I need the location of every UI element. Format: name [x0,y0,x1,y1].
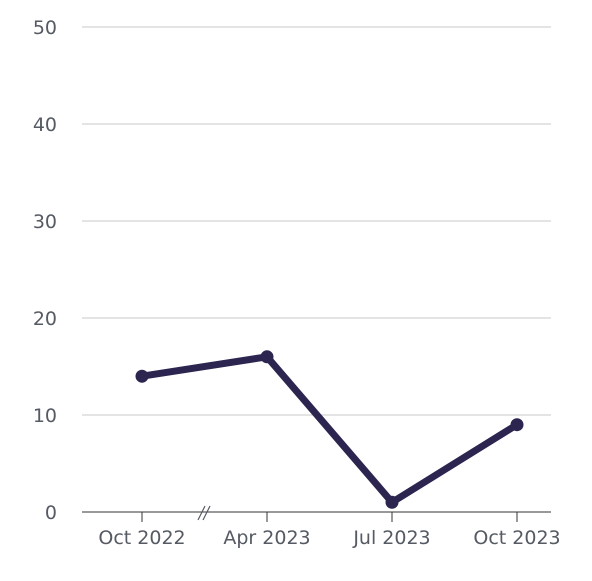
data-point[interactable] [510,418,524,432]
x-tick-label: Jul 2023 [352,527,430,549]
series-line [138,353,521,506]
x-tick-label: Apr 2023 [223,527,310,549]
data-point[interactable] [135,369,149,383]
y-tick-label: 50 [33,17,57,39]
data-point[interactable] [385,495,399,509]
y-tick-label: 40 [33,114,57,136]
x-axis: Oct 2022 Apr 2023 Jul 2023 Oct 2023 [82,505,561,549]
grid-lines [82,26,551,416]
y-axis-ticks: 0 10 20 30 40 50 [33,17,57,524]
y-tick-label: 10 [33,405,57,427]
x-tick-label: Oct 2022 [98,527,185,549]
data-point[interactable] [260,350,274,364]
y-tick-label: 0 [45,502,57,524]
y-tick-label: 20 [33,308,57,330]
axis-break-mark [202,505,211,521]
y-tick-label: 30 [33,211,57,233]
x-tick-label: Oct 2023 [473,527,560,549]
series-layer [135,350,524,509]
axis-break-mark [197,505,206,521]
